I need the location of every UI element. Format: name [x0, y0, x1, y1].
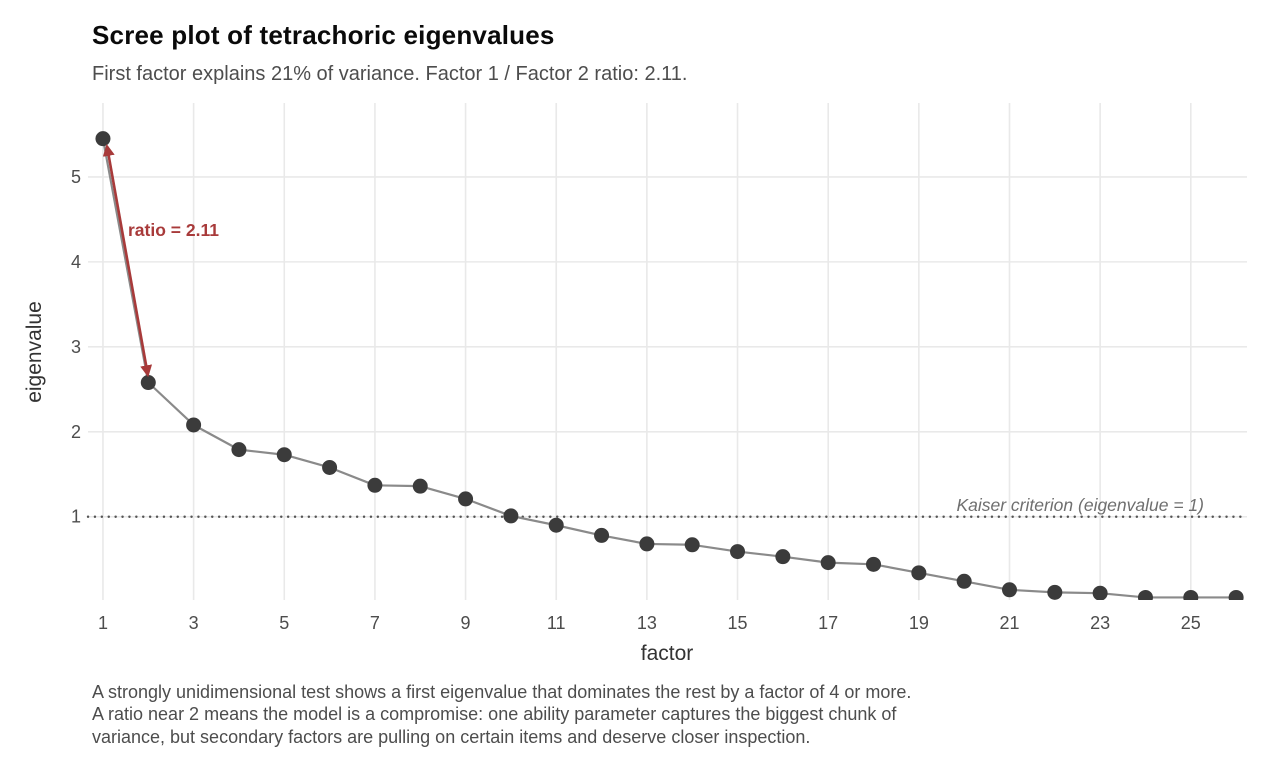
- x-tick-label: 9: [461, 613, 471, 633]
- data-point: [1137, 589, 1153, 600]
- ratio-annotation-label: ratio = 2.11: [128, 220, 219, 240]
- x-tick-label: 7: [370, 613, 380, 633]
- data-point: [594, 527, 610, 543]
- gridlines: [88, 103, 1247, 600]
- y-tick-label: 5: [71, 167, 81, 187]
- x-tick-label: 17: [818, 613, 838, 633]
- ratio-arrow: [102, 143, 153, 378]
- chart-subtitle: First factor explains 21% of variance. F…: [92, 63, 688, 85]
- ratio-annotation-arrow: [102, 143, 153, 378]
- caption-line: A ratio near 2 means the model is a comp…: [92, 704, 897, 725]
- caption-line: A strongly unidimensional test shows a f…: [92, 682, 912, 702]
- x-tick-label: 25: [1181, 613, 1201, 633]
- y-tick-label: 1: [71, 507, 81, 527]
- data-point: [367, 477, 383, 493]
- data-point: [911, 565, 927, 581]
- data-point: [322, 459, 338, 475]
- y-tick-label: 2: [71, 422, 81, 442]
- data-point: [684, 537, 700, 553]
- scree-line: [101, 138, 1237, 599]
- data-point: [1001, 582, 1017, 598]
- data-point: [276, 447, 292, 463]
- data-point: [1228, 589, 1244, 600]
- x-tick-label: 23: [1090, 613, 1110, 633]
- data-point: [95, 131, 111, 147]
- x-tick-label: 13: [637, 613, 657, 633]
- y-tick-label: 3: [71, 337, 81, 357]
- data-point: [1047, 584, 1063, 600]
- x-tick-label: 1: [98, 613, 108, 633]
- data-point: [775, 549, 791, 565]
- x-tick-label: 15: [728, 613, 748, 633]
- kaiser-criterion-label: Kaiser criterion (eigenvalue = 1): [956, 495, 1204, 515]
- data-point: [639, 536, 655, 552]
- data-point: [1092, 585, 1108, 600]
- data-point: [1183, 589, 1199, 600]
- y-tick-label: 4: [71, 252, 81, 272]
- data-point: [548, 517, 564, 533]
- chart-caption: A strongly unidimensional test shows a f…: [92, 681, 911, 748]
- x-tick-label: 5: [279, 613, 289, 633]
- x-tick-label: 21: [999, 613, 1019, 633]
- data-point: [231, 442, 247, 458]
- chart-title: Scree plot of tetrachoric eigenvalues: [92, 20, 555, 50]
- caption-line: variance, but secondary factors are pull…: [92, 726, 811, 747]
- data-point: [730, 544, 746, 560]
- data-point: [956, 573, 972, 589]
- x-tick-label: 11: [547, 613, 566, 633]
- data-point: [186, 417, 202, 433]
- data-point: [866, 556, 882, 572]
- data-point: [503, 508, 519, 524]
- x-tick-label: 3: [189, 613, 199, 633]
- x-tick-label: 19: [909, 613, 929, 633]
- data-point: [820, 555, 836, 571]
- data-point: [412, 478, 428, 494]
- y-axis-title: eigenvalue: [23, 301, 46, 403]
- x-axis-title: factor: [641, 642, 694, 665]
- eigenvalue-series: [95, 131, 1244, 600]
- data-point: [458, 491, 474, 507]
- data-point: [140, 375, 156, 391]
